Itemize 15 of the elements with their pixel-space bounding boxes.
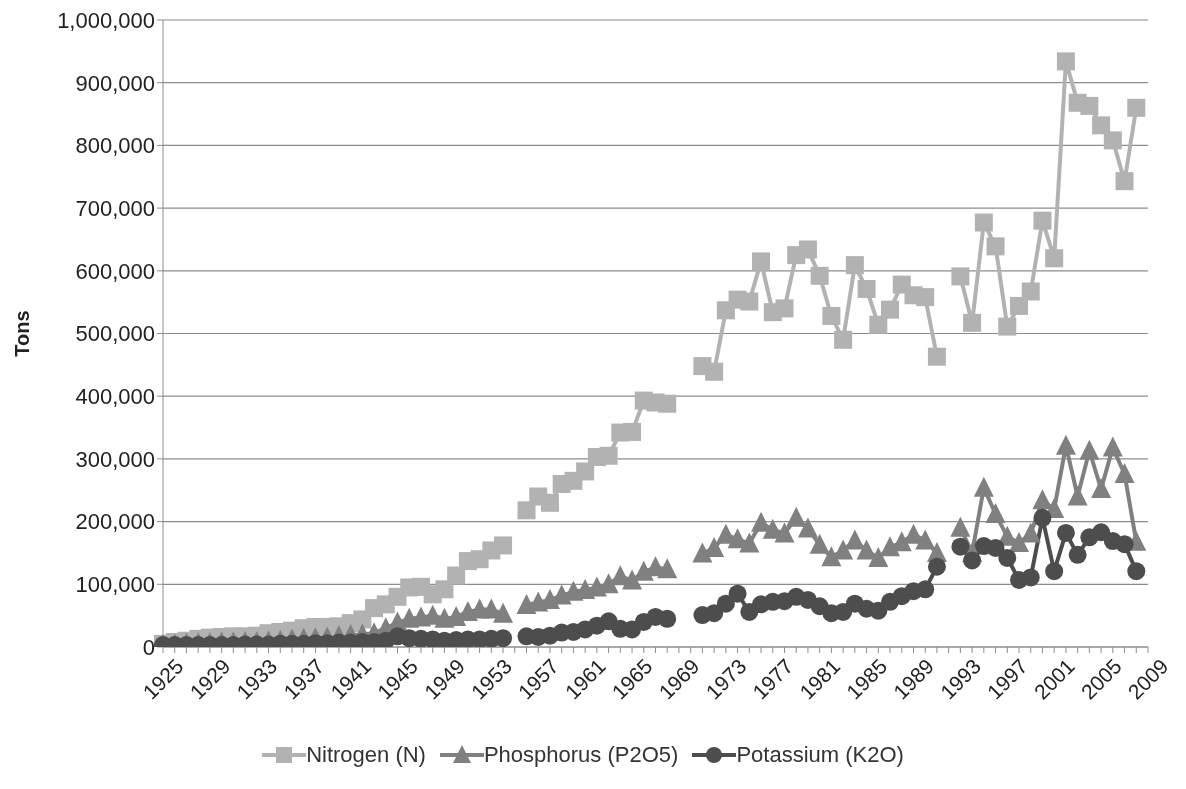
y-tick-label: 600,000 xyxy=(75,258,155,284)
y-tick-label: 1,000,000 xyxy=(57,7,155,33)
y-tick-label: 400,000 xyxy=(75,384,155,410)
legend-label: Phosphorus (P2O5) xyxy=(483,742,679,768)
legend-label: Potassium (K2O) xyxy=(736,742,904,768)
y-tick-label: 100,000 xyxy=(75,572,155,598)
y-tick-label: 300,000 xyxy=(75,446,155,472)
y-tick-label: 0 xyxy=(142,634,155,660)
y-axis-title: Tons xyxy=(11,310,34,357)
y-tick-label: 800,000 xyxy=(75,133,155,159)
y-tick-label: 500,000 xyxy=(75,321,155,347)
legend-label: Nitrogen (N) xyxy=(306,742,426,768)
y-tick-label: 200,000 xyxy=(75,509,155,535)
y-tick-label: 700,000 xyxy=(75,195,155,221)
y-tick-label: 900,000 xyxy=(75,70,155,96)
